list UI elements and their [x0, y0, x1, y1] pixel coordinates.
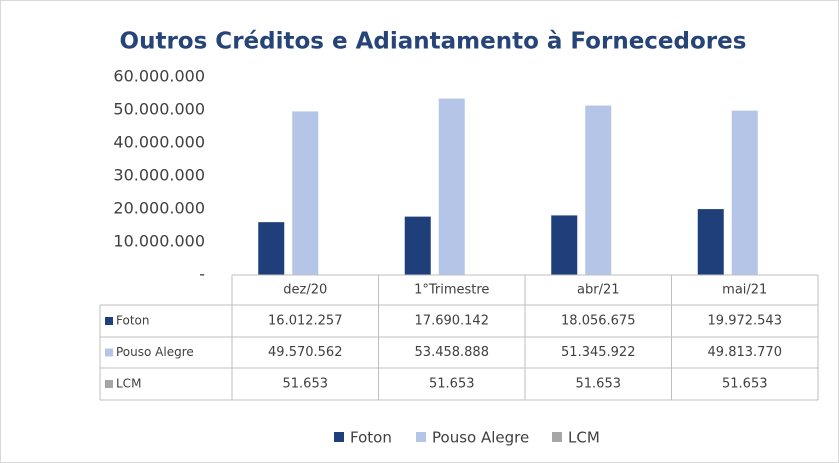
table-value: 49.570.562: [268, 345, 342, 360]
table-value: 17.690.142: [415, 314, 489, 329]
bar: [585, 105, 612, 275]
legend-key: [552, 432, 562, 442]
y-tick-label: 30.000.000: [113, 166, 205, 185]
legend-key: [334, 432, 344, 442]
y-tick-label: 40.000.000: [113, 133, 205, 152]
bar: [697, 209, 724, 275]
bar: [438, 98, 465, 276]
x-tick-label: dez/20: [283, 283, 327, 298]
x-tick-label: abr/21: [577, 283, 620, 298]
chart-title: Outros Créditos e Adiantamento à Fornece…: [120, 29, 747, 55]
y-tick-label: 20.000.000: [113, 199, 205, 218]
table-value: 18.056.675: [561, 314, 635, 329]
y-tick-label: 50.000.000: [113, 100, 205, 119]
y-tick-label: 10.000.000: [113, 232, 205, 251]
table-value: 51.653: [429, 377, 475, 392]
bar: [292, 111, 319, 275]
table-value: 19.972.543: [708, 314, 782, 329]
bar: [551, 215, 578, 275]
table-series-name: Foton: [116, 314, 149, 328]
x-tick-label: mai/21: [722, 283, 767, 298]
table-legend-key: [105, 317, 113, 325]
table-series-name: Pouso Alegre: [116, 345, 194, 359]
bar: [731, 110, 758, 275]
legend-label: Foton: [350, 429, 392, 447]
legend-label: LCM: [568, 429, 600, 447]
table-value: 53.458.888: [415, 345, 489, 360]
table-value: 51.653: [576, 377, 622, 392]
legend-key: [416, 432, 426, 442]
table-legend-key: [105, 380, 113, 388]
table-value: 49.813.770: [708, 345, 782, 360]
table-value: 51.653: [283, 377, 329, 392]
table-series-name: LCM: [116, 377, 141, 391]
y-tick-label: -: [199, 265, 205, 284]
table-value: 51.653: [722, 377, 768, 392]
table-value: 51.345.922: [561, 345, 635, 360]
bar: [258, 222, 285, 275]
table-legend-key: [105, 348, 113, 357]
y-tick-label: 60.000.000: [113, 67, 205, 86]
x-tick-label: 1°Trimestre: [414, 283, 489, 298]
bar: [404, 216, 431, 275]
table-value: 16.012.257: [268, 314, 342, 329]
legend-label: Pouso Alegre: [432, 429, 529, 447]
